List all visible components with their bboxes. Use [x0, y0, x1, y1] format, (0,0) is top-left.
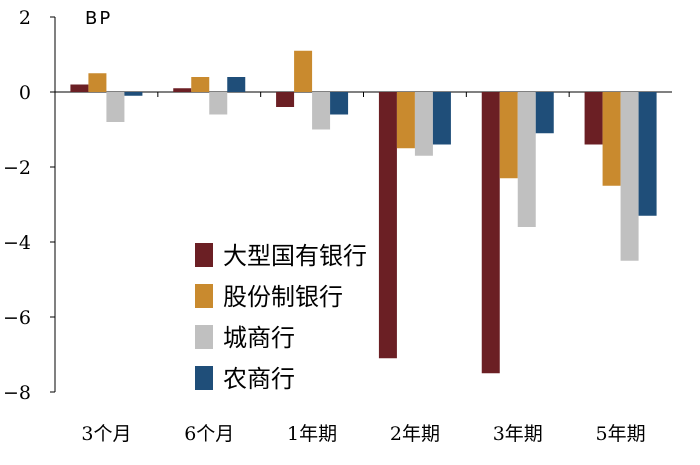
- bar: [106, 92, 125, 122]
- legend-swatch: [195, 366, 213, 390]
- legend-label: 城商行: [223, 324, 295, 352]
- legend-label: 股份制银行: [223, 283, 343, 311]
- bars: [70, 50, 657, 374]
- x-category-label: 3个月: [81, 423, 131, 445]
- legend-swatch: [195, 284, 213, 308]
- x-category-label: 5年期: [596, 423, 646, 445]
- bar: [276, 92, 295, 107]
- bar: [173, 88, 192, 92]
- bar: [499, 92, 518, 179]
- x-category-label: 1年期: [287, 423, 337, 445]
- y-tick-label: 2: [19, 7, 31, 29]
- bar: [378, 92, 397, 359]
- bar: [535, 92, 554, 134]
- bar: [294, 50, 313, 92]
- axes: 2 0 −2 −4 −6 −8: [3, 7, 672, 404]
- x-category-label: 2年期: [390, 423, 440, 445]
- bar: [517, 92, 536, 227]
- y-tick-label: −4: [3, 232, 31, 254]
- y-tick-label: −8: [3, 382, 31, 404]
- bar: [584, 92, 603, 145]
- y-tick-label: −6: [3, 307, 31, 329]
- bar: [396, 92, 415, 149]
- legend-label: 大型国有银行: [223, 242, 367, 270]
- bar: [209, 92, 228, 115]
- bar: [602, 92, 621, 186]
- labels: 3个月 6个月 1年期 2年期 3年期 5年期: [81, 423, 645, 445]
- y-tick-label: −2: [3, 157, 31, 179]
- legend-swatch: [195, 243, 213, 267]
- bar: [481, 92, 500, 374]
- bar: [88, 73, 107, 92]
- bar: [227, 77, 246, 92]
- y-tick-label: 0: [19, 82, 31, 104]
- legend-swatch: [195, 325, 213, 349]
- bar: [432, 92, 451, 145]
- bar: [70, 84, 89, 92]
- bar: [414, 92, 433, 156]
- x-category-label: 6个月: [184, 423, 234, 445]
- legend-label: 农商行: [223, 365, 295, 393]
- bar: [191, 77, 210, 92]
- bar: [638, 92, 657, 216]
- bar: [330, 92, 349, 115]
- y-unit-label: BP: [85, 8, 112, 29]
- bar: [620, 92, 639, 261]
- bar: [124, 92, 143, 96]
- x-category-label: 3年期: [493, 423, 543, 445]
- bar: [312, 92, 331, 130]
